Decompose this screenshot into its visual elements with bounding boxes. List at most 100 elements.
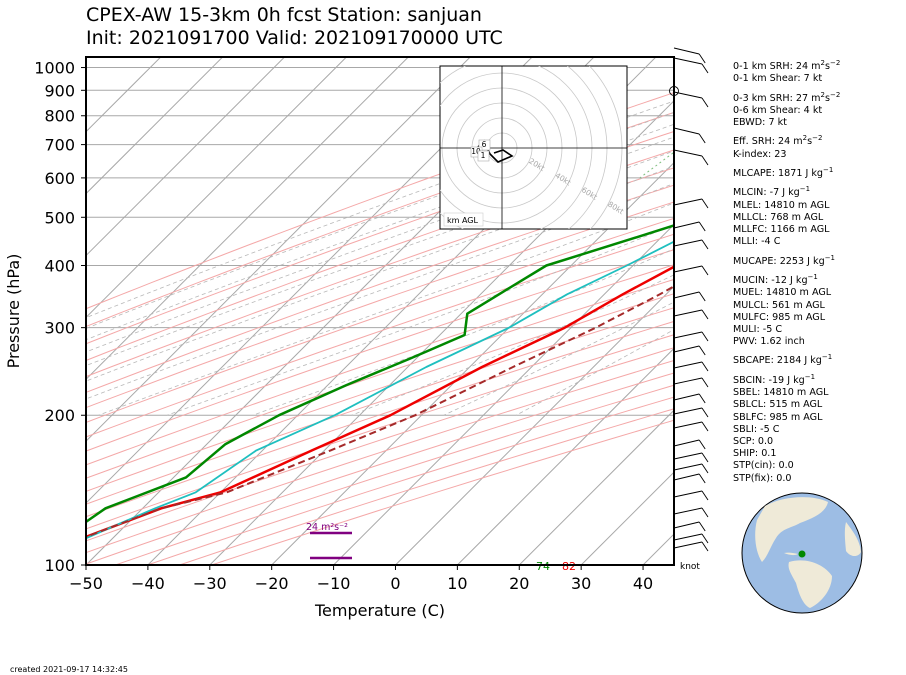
mixing-ratio-line: [902, 57, 906, 178]
wind-barb-staff: [673, 361, 703, 369]
stat-line: MLLCL: 768 m AGL: [733, 212, 840, 224]
dry-adiabat-line: [86, 249, 674, 452]
wind-barb-flag: [701, 452, 709, 463]
moist-adiabat-line: [86, 183, 674, 400]
stat-text: SBEL: 14810 m AGL: [733, 387, 829, 399]
hodograph-legend-label: km AGL: [447, 216, 479, 225]
stat-text: MLLCL: 768 m AGL: [733, 211, 824, 223]
wind-barb-flag: [698, 439, 706, 450]
y-tick-label: 700: [44, 136, 75, 155]
wind-barb-flag: [701, 407, 709, 418]
wind-barb-staff: [673, 239, 703, 247]
series-dewpoint: [86, 224, 674, 524]
dry-adiabat-line: [86, 307, 674, 505]
y-tick-label: 600: [44, 169, 75, 188]
moist-adiabat-line: [86, 165, 674, 382]
y-axis-label: Pressure (hPa): [4, 254, 23, 369]
x-tick-label: 20: [509, 574, 529, 593]
stat-text: SBLCL: 515 m AGL: [733, 399, 823, 411]
wind-barb-staff: [673, 265, 703, 273]
isotherm-line: [86, 57, 409, 381]
stat-text: s: [825, 92, 830, 104]
globe-south-america: [788, 560, 832, 608]
stat-text: 0-3 km SRH: 27 m: [733, 92, 821, 104]
wind-barb-flag: [701, 198, 709, 209]
stat-text: SBCAPE: 2184 J kg: [733, 355, 822, 367]
moist-adiabat-line: [443, 301, 674, 416]
stat-text: MLLFC: 1166 m AGL: [733, 224, 830, 236]
wind-barb-staff: [673, 533, 703, 541]
isotherm-line: [395, 285, 674, 565]
stat-line: SBLFC: 985 m AGL: [733, 412, 840, 424]
mixing-ratio-line: [864, 57, 906, 178]
y-tick-label: 200: [44, 406, 75, 425]
stat-text: 0-1 km Shear: 7 kt: [733, 73, 823, 85]
stat-text: K-index: 23: [733, 148, 787, 160]
stat-line: 0-3 km SRH: 27 m2s−2: [733, 89, 840, 105]
stat-text: MULI: -5 C: [733, 323, 783, 335]
y-tick-label: 1000: [34, 59, 75, 78]
stat-text: SBLI: -5 C: [733, 423, 780, 435]
stat-line: MUCIN: -12 J kg−1: [733, 271, 840, 287]
wind-barb-flag: [701, 421, 709, 432]
isotherm-line: [86, 57, 285, 257]
isotherm-line: [86, 57, 347, 319]
wind-barb-staff: [673, 490, 703, 498]
stat-line: Eff. SRH: 24 m2s−2: [733, 132, 840, 148]
wind-barb-staff: [673, 198, 703, 206]
dry-adiabat-line: [86, 111, 674, 328]
dry-adiabat-line: [86, 347, 674, 542]
stat-line: STP(fix): 0.0: [733, 473, 840, 485]
x-axis-label: Temperature (C): [314, 601, 445, 620]
stat-line: MUCAPE: 2253 J kg−1: [733, 252, 840, 268]
srh-label: 24 m²s⁻²: [306, 522, 348, 533]
stat-line: MULCL: 561 m AGL: [733, 300, 840, 312]
wind-unit-label: knot: [680, 562, 700, 572]
globe-north-america: [755, 497, 828, 562]
wind-barb-flag: [701, 239, 709, 250]
stat-text: SHIP: 0.1: [733, 448, 777, 460]
wind-barb-flag: [698, 473, 706, 484]
wind-barb-flag: [698, 221, 706, 232]
dry-adiabat-line: [86, 334, 674, 530]
y-tick-label: 800: [44, 107, 75, 126]
series-parcel: [86, 285, 674, 538]
hodograph-marker-box: [477, 150, 490, 162]
locator-globe: [741, 492, 863, 614]
isotherm-line: [580, 471, 674, 565]
y-tick-label: 900: [44, 81, 75, 100]
dry-adiabat-line: [86, 217, 674, 423]
globe-africa: [844, 522, 861, 557]
wind-barb-flag: [701, 507, 709, 518]
stat-text: SBLFC: 985 m AGL: [733, 411, 823, 423]
stat-line: 0-1 km SRH: 24 m2s−2: [733, 57, 840, 73]
wind-barb-staff: [673, 473, 700, 481]
profile-lines: [86, 224, 674, 540]
wind-barb-staff: [673, 221, 700, 229]
wind-barb-flag: [701, 533, 709, 544]
stat-line: PWV: 1.62 inch: [733, 336, 840, 348]
hodograph-frame: [439, 65, 628, 230]
hodograph-height-marker: 10: [471, 147, 481, 156]
stat-line: MLLI: -4 C: [733, 236, 840, 248]
stat-line: SBCAPE: 2184 J kg−1: [733, 351, 840, 367]
wind-barb-flag: [701, 63, 709, 74]
temperature-surface-label: 82: [562, 560, 576, 573]
stat-text: STP(cin): 0.0: [733, 460, 794, 472]
stat-text: MLCIN: -7 J kg: [733, 187, 800, 199]
stat-text: s: [825, 61, 830, 73]
moist-adiabat-line: [98, 202, 674, 416]
hodograph-marker-box: [478, 139, 491, 151]
wind-barb-flag: [701, 463, 709, 474]
stat-exponent: −1: [824, 253, 836, 262]
stat-text: MUEL: 14810 m AGL: [733, 287, 832, 299]
globe-station-marker: [798, 550, 806, 558]
stat-line: 0-1 km Shear: 7 kt: [733, 73, 840, 85]
wind-barb-flag: [701, 331, 709, 342]
stat-text: MUCIN: -12 J kg: [733, 275, 808, 287]
stat-line: MUEL: 14810 m AGL: [733, 287, 840, 299]
stat-exponent: −1: [799, 185, 811, 194]
wind-barb-flag: [701, 361, 709, 372]
stat-exponent: −2: [830, 59, 841, 67]
